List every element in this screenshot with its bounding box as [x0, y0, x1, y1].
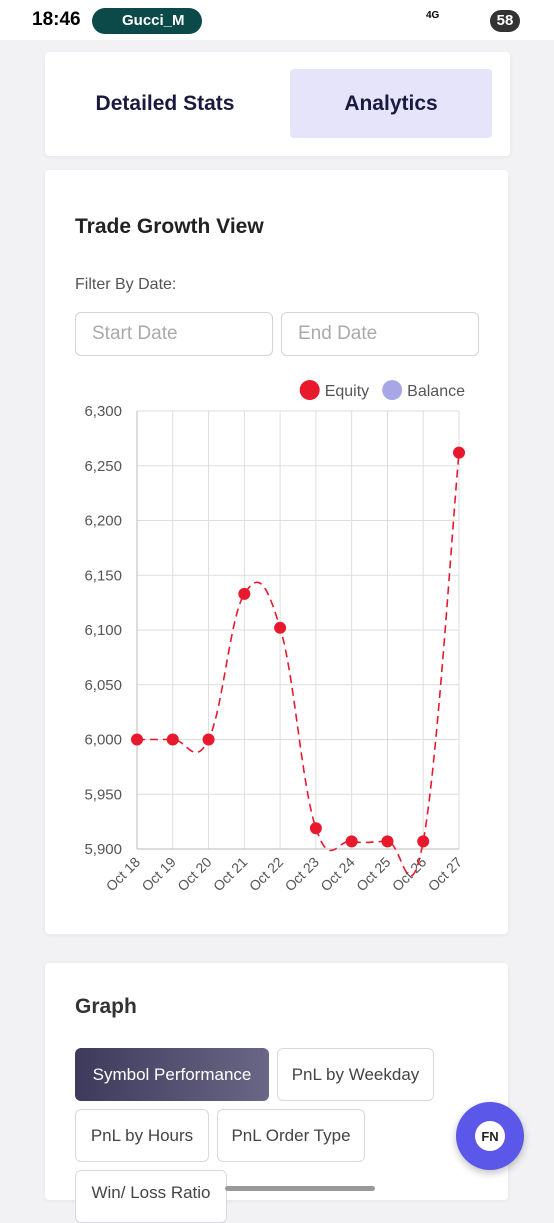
graph-button[interactable]: Win/ Loss Ratio — [75, 1170, 227, 1223]
tab-active[interactable]: Analytics — [290, 69, 492, 138]
line — [137, 452, 460, 877]
x-tick-label: Oct 20 — [174, 854, 215, 895]
x-tick-label: Oct 25 — [353, 854, 394, 895]
point — [309, 822, 322, 835]
y-tick-label: 5,900 — [84, 841, 122, 858]
point — [453, 446, 465, 459]
graph-button[interactable]: PnL by Weekday — [277, 1048, 434, 1101]
x-tick-label: Oct 23 — [282, 854, 323, 895]
status-bar: 18:46 Gucci_M 4G 58 — [0, 0, 554, 40]
point — [166, 733, 179, 746]
legend-label: Equity — [325, 383, 369, 400]
point — [417, 835, 430, 848]
start-date[interactable]: Start Date — [75, 312, 273, 356]
graph-title: Graph — [75, 995, 137, 1018]
graph-button[interactable]: PnL Order Type — [217, 1109, 365, 1162]
chat-icon: FN — [475, 1121, 505, 1151]
tab[interactable]: Detailed Stats — [95, 91, 235, 115]
chat-button[interactable]: FN — [456, 1102, 524, 1170]
x-tick-label: Oct 19 — [138, 854, 179, 895]
y-tick-label: 6,300 — [84, 403, 122, 420]
time: 18:46 — [32, 9, 81, 30]
point — [131, 733, 143, 746]
card-title: Trade Growth View — [75, 215, 264, 238]
y-tick-label: 6,050 — [84, 677, 122, 694]
network: 4G — [426, 10, 440, 21]
graph-button[interactable]: PnL by Hours — [75, 1109, 209, 1162]
point — [345, 835, 358, 848]
legend-swatch — [299, 380, 320, 400]
legend-swatch — [382, 380, 403, 400]
point — [202, 733, 215, 746]
end-date[interactable]: End Date — [281, 312, 479, 356]
point — [274, 621, 287, 634]
y-tick-label: 5,950 — [84, 786, 122, 803]
x-tick-label: Oct 27 — [425, 854, 466, 895]
y-tick-label: 6,000 — [84, 732, 122, 749]
x-tick-label: Oct 21 — [210, 854, 251, 895]
home-indicator — [225, 1186, 375, 1191]
x-tick-label: Oct 18 — [103, 854, 144, 895]
y-tick-label: 6,150 — [84, 567, 122, 584]
y-tick-label: 6,100 — [84, 622, 122, 639]
legend-label: Balance — [407, 383, 465, 400]
graph-card: Graph Symbol Performance PnL by Weekday … — [45, 963, 508, 1223]
x-tick-label: Oct 22 — [246, 854, 287, 895]
x-tick-label: Oct 26 — [389, 854, 430, 895]
y-tick-label: 6,200 — [84, 513, 122, 530]
y-tick-label: 6,250 — [84, 458, 122, 475]
x-tick-label: Oct 24 — [317, 854, 358, 895]
chart: 5,900 5,950 6,000 6,050 6,100 6,150 6,200 6,250… — [84, 380, 466, 895]
point — [381, 835, 394, 848]
chart-card: Trade Growth View Filter By Date: Start … — [45, 170, 508, 934]
point — [238, 587, 251, 600]
battery: 58 — [490, 10, 520, 32]
tab-card: Detailed Stats Analytics — [45, 52, 510, 156]
app-pill: Gucci_M — [92, 8, 202, 34]
filter-label: Filter By Date: — [75, 276, 177, 293]
graph-button-active[interactable]: Symbol Performance — [75, 1048, 269, 1101]
